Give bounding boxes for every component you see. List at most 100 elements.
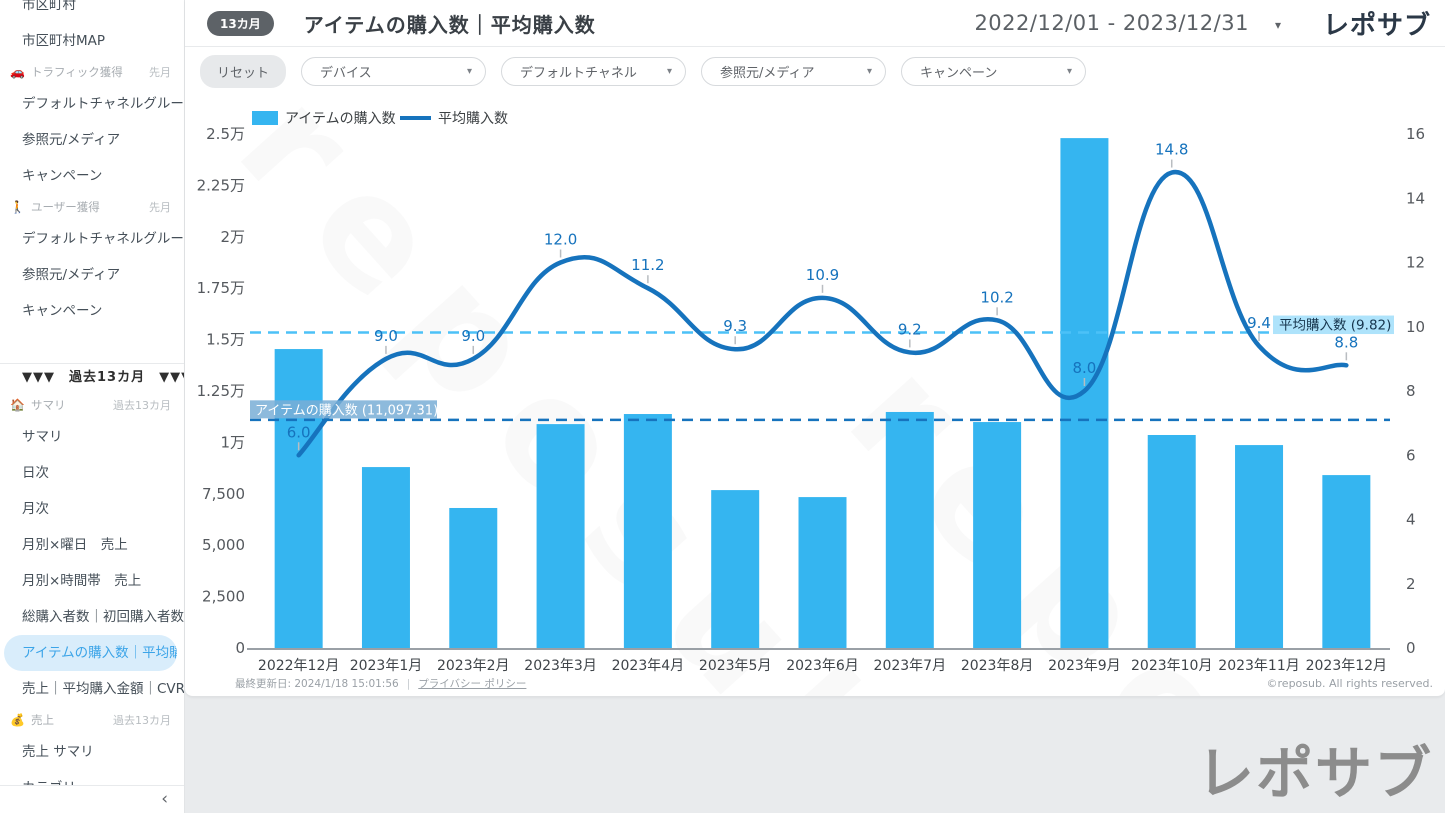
bar-2023年4月[interactable]	[623, 414, 672, 648]
x-axis-label: 2023年8月	[961, 658, 1034, 674]
dropdown-label: デバイス	[320, 65, 372, 81]
bar-average-annotation: アイテムの購入数 (11,097.31)	[250, 400, 438, 419]
sidebar-item-サマリ[interactable]: サマリ	[22, 429, 63, 445]
filter-bar: リセット デバイス ▾ デフォルトチャネル ▾ 参照元/メディア ▾ キャンペーン ▾	[185, 47, 1445, 95]
sidebar-item-月別×曜日 売上[interactable]: 月別×曜日 売上	[22, 537, 128, 553]
sidebar-section-サマリ[interactable]: 🏠 サマリ 過去13カ月	[0, 392, 184, 419]
sidebar-section-トラフィック獲得[interactable]: 🚗 トラフィック獲得 先月	[0, 59, 184, 86]
legend-label: 平均購入数	[438, 111, 508, 127]
sidebar-menu: 市区町村 市区町村MAP 🚗 トラフィック獲得 先月 デフォルトチャネルグループ 参照元/メ…	[0, 0, 184, 806]
point-value-label: 11.2	[631, 256, 664, 274]
left-axis-tick: 1.5万	[206, 331, 245, 349]
bar-2023年11月[interactable]	[1235, 445, 1284, 648]
filter-dropdown-キャンペーン[interactable]: キャンペーン ▾	[901, 56, 1087, 86]
sidebar-section-period: 先月	[149, 66, 171, 79]
sidebar-item-市区町村MAP[interactable]: 市区町村MAP	[22, 33, 106, 49]
sidebar: 市区町村 市区町村MAP 🚗 トラフィック獲得 先月 デフォルトチャネルグループ 参照元/メ…	[0, 0, 185, 813]
page-title: アイテムの購入数｜平均購入数	[303, 12, 596, 37]
sidebar-item-月次[interactable]: 月次	[22, 501, 49, 517]
bar-2023年6月[interactable]	[798, 497, 847, 648]
walking-person-icon: 🚶	[10, 200, 25, 214]
filter-dropdown-参照元/メディア[interactable]: 参照元/メディア ▾	[701, 56, 887, 86]
x-axis-label: 2023年4月	[612, 658, 685, 674]
left-axis-tick: 7,500	[202, 485, 245, 503]
right-axis-tick: 4	[1406, 511, 1416, 529]
x-axis-label: 2023年2月	[437, 658, 510, 674]
sidebar-item-参照元/メディア[interactable]: 参照元/メディア	[22, 132, 121, 148]
chart-area: アイテムの購入数 平均購入数 0 2,500 5,000 7,500 1万 1.25万 1.5万…	[185, 95, 1445, 684]
x-axis-label: 2023年9月	[1048, 658, 1121, 674]
bar-2023年7月[interactable]	[885, 411, 934, 648]
footer-separator: |	[406, 677, 411, 690]
sidebar-item-参照元/メディア[interactable]: 参照元/メディア	[22, 267, 121, 283]
reset-button[interactable]: リセット	[200, 54, 287, 88]
line-series[interactable]	[296, 170, 1349, 458]
point-value-label: 8.8	[1334, 333, 1358, 351]
sidebar-section-売上[interactable]: 💰 売上 過去13カ月	[0, 707, 184, 734]
report-card: reposub reposub 13カ月 アイテムの購入数｜平均購入数 2022…	[185, 0, 1445, 697]
bar-2023年10月[interactable]	[1147, 434, 1196, 648]
filter-dropdown-デフォルトチャネル[interactable]: デフォルトチャネル ▾	[501, 56, 687, 86]
sidebar-item-デフォルトチャネルグループ[interactable]: デフォルトチャネルグループ	[22, 96, 184, 112]
point-value-label: 12.0	[544, 231, 577, 249]
chart-legend: アイテムの購入数 平均購入数	[252, 111, 508, 127]
reposub-big-logo: レポサブ	[1197, 741, 1433, 807]
sidebar-item-総購入者数｜初回購入者数[interactable]: 総購入者数｜初回購入者数	[22, 609, 184, 625]
point-value-label: 9.2	[898, 320, 922, 338]
privacy-policy-link[interactable]: プライバシー ポリシー	[418, 678, 527, 690]
x-axis-label: 2023年3月	[524, 658, 597, 674]
left-axis-tick: 0	[235, 639, 245, 657]
sidebar-section-period: 過去13カ月	[113, 399, 171, 412]
bar-2023年5月[interactable]	[711, 490, 760, 648]
bar-2023年3月[interactable]	[536, 424, 585, 648]
bar-2023年1月[interactable]	[361, 467, 410, 648]
point-value-label: 9.0	[461, 327, 485, 345]
left-axis-tick: 5,000	[202, 536, 245, 554]
purchase-combo-chart: アイテムの購入数 平均購入数 0 2,500 5,000 7,500 1万 1.25万 1.5万…	[197, 111, 1425, 674]
right-axis-tick: 8	[1406, 382, 1416, 400]
sidebar-group-heading: ▼▼▼ 過去13カ月 ▼▼▼	[22, 370, 185, 385]
sidebar-item-月別×時間帯 売上[interactable]: 月別×時間帯 売上	[22, 573, 142, 589]
legend-bar-swatch	[252, 111, 278, 125]
point-value-label: 10.9	[806, 266, 839, 284]
collapse-sidebar-icon[interactable]: ‹	[161, 789, 168, 809]
sidebar-item-アイテムの購入数｜平均購...[interactable]: アイテムの購入数｜平均購...	[4, 635, 177, 671]
point-value-label: 9.3	[723, 317, 747, 335]
sidebar-item-キャンペーン[interactable]: キャンペーン	[22, 303, 103, 319]
sidebar-divider	[0, 363, 184, 364]
dropdown-label: キャンペーン	[920, 65, 998, 81]
bar-series	[274, 138, 1371, 648]
bar-average-label: アイテムの購入数 (11,097.31)	[255, 403, 438, 418]
chevron-down-icon: ▾	[466, 65, 473, 77]
line-average-annotation: 平均購入数 (9.82)	[1273, 315, 1394, 335]
chevron-down-icon[interactable]: ▾	[1274, 18, 1281, 32]
sidebar-section-label: 売上	[30, 713, 54, 727]
line-average-label: 平均購入数 (9.82)	[1279, 318, 1391, 334]
bar-2023年8月[interactable]	[973, 422, 1022, 648]
sidebar-item-市区町村[interactable]: 市区町村	[22, 0, 76, 13]
date-range-selector[interactable]: 2022/12/01 - 2023/12/31	[974, 11, 1249, 35]
bar-2023年12月[interactable]	[1322, 475, 1371, 648]
x-axis-label: 2023年6月	[786, 658, 859, 674]
sidebar-item-売上 サマリ[interactable]: 売上 サマリ	[22, 744, 94, 760]
right-axis-tick: 2	[1406, 575, 1416, 593]
sidebar-section-ユーザー獲得[interactable]: 🚶 ユーザー獲得 先月	[0, 194, 184, 221]
bar-2022年12月[interactable]	[274, 349, 323, 648]
sidebar-item-キャンペーン[interactable]: キャンペーン	[22, 168, 103, 184]
sidebar-section-label: トラフィック獲得	[30, 65, 123, 79]
left-axis-tick: 2.25万	[197, 176, 245, 194]
right-axis-tick: 10	[1406, 318, 1425, 336]
report-header: 13カ月 アイテムの購入数｜平均購入数 2022/12/01 - 2023/12…	[185, 0, 1445, 47]
bar-2023年2月[interactable]	[449, 507, 498, 648]
filter-dropdown-デバイス[interactable]: デバイス ▾	[301, 56, 487, 86]
sidebar-item-売上｜平均購入金額｜CVR[interactable]: 売上｜平均購入金額｜CVR	[22, 681, 184, 697]
left-axis-tick: 2万	[220, 228, 245, 246]
point-value-label: 9.0	[374, 327, 398, 345]
sidebar-item-日次[interactable]: 日次	[22, 465, 49, 481]
sidebar-item-デフォルトチャネルグループ[interactable]: デフォルトチャネルグループ	[22, 231, 184, 247]
point-value-label: 9.4	[1247, 314, 1271, 332]
left-axis-tick: 1.25万	[197, 382, 245, 400]
sidebar-section-label: ユーザー獲得	[30, 200, 100, 214]
x-axis-label: 2023年1月	[350, 658, 423, 674]
